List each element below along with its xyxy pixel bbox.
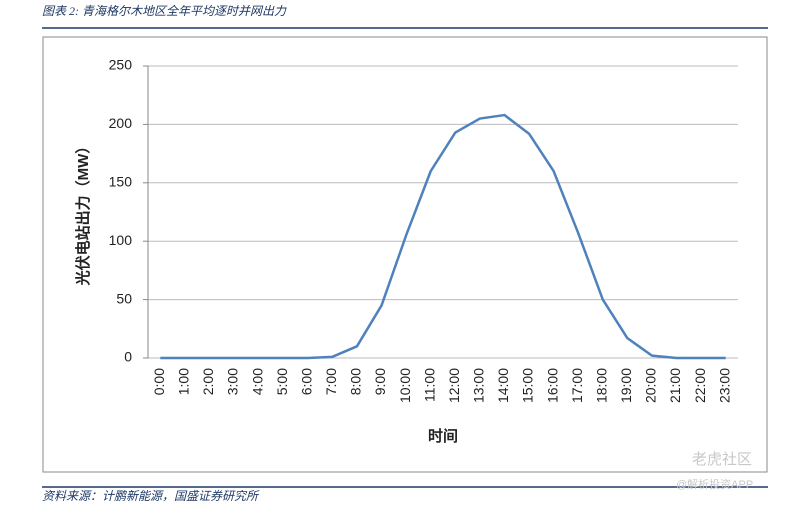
- y-axis-title: 光伏电站出力（MW）: [74, 139, 92, 287]
- x-tick-label: 15:00: [520, 368, 536, 403]
- x-tick-label: 18:00: [593, 368, 609, 403]
- y-tick-label: 50: [116, 290, 132, 306]
- x-tick-label: 16:00: [544, 368, 560, 403]
- y-tick-label: 100: [109, 232, 133, 248]
- figure-caption: 图表 2: 青海格尔木地区全年平均逐时并网出力: [42, 4, 287, 18]
- x-tick-label: 13:00: [471, 368, 487, 403]
- y-tick-label: 0: [124, 349, 132, 365]
- x-tick-label: 2:00: [200, 368, 216, 395]
- x-tick-label: 17:00: [569, 368, 585, 403]
- x-tick-label: 8:00: [348, 368, 364, 395]
- y-tick-label: 250: [109, 57, 133, 73]
- x-axis-title: 时间: [428, 427, 458, 445]
- x-tick-label: 9:00: [372, 368, 388, 395]
- source-note: 资料来源：计鹏新能源，国盛证券研究所: [42, 489, 260, 503]
- watermark-brand: 老虎社区: [692, 451, 752, 468]
- y-tick-label: 150: [109, 174, 133, 190]
- x-tick-label: 4:00: [249, 368, 265, 395]
- x-tick-label: 21:00: [667, 368, 683, 403]
- x-tick-label: 6:00: [298, 368, 314, 395]
- x-tick-label: 14:00: [495, 368, 511, 403]
- x-tick-label: 12:00: [446, 368, 462, 403]
- x-tick-label: 7:00: [323, 368, 339, 395]
- x-tick-label: 22:00: [692, 368, 708, 403]
- y-tick-label: 200: [109, 115, 133, 131]
- x-tick-label: 19:00: [618, 368, 634, 403]
- chart-frame: [42, 36, 768, 473]
- x-tick-label: 23:00: [716, 368, 732, 403]
- x-tick-label: 20:00: [643, 368, 659, 403]
- x-tick-label: 0:00: [151, 368, 167, 395]
- x-tick-label: 10:00: [397, 368, 413, 403]
- chart: 0 50 100 150 200 250 0:00 1:00 2:00 3:00 4:00 5:00 6…: [109, 57, 738, 403]
- watermark-handle: @解析投资APP: [676, 477, 753, 491]
- x-tick-label: 3:00: [225, 368, 241, 395]
- x-tick-label: 11:00: [421, 368, 437, 402]
- data-line: [160, 113, 726, 360]
- x-tick-label: 5:00: [274, 368, 290, 395]
- x-tick-label: 1:00: [176, 368, 192, 395]
